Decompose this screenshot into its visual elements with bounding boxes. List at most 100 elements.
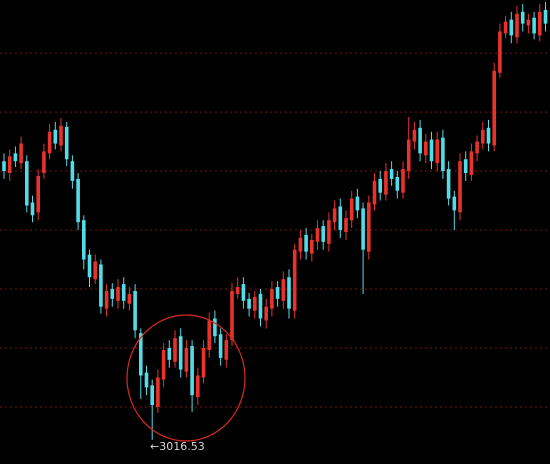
- candle-body: [281, 279, 286, 301]
- candle-body: [47, 131, 52, 154]
- candle-body: [520, 11, 525, 24]
- candle-body: [253, 296, 257, 311]
- candle-body: [87, 254, 92, 278]
- candle-body: [469, 151, 474, 175]
- candle-body: [298, 237, 303, 252]
- candle-body: [304, 234, 308, 252]
- candle-body: [42, 151, 46, 174]
- candle-body: [25, 161, 29, 206]
- candle-body: [59, 125, 63, 146]
- candle-body: [133, 290, 137, 331]
- candle-body: [384, 171, 388, 195]
- candle-body: [19, 143, 23, 164]
- candle-body: [64, 126, 69, 160]
- candle-body: [258, 293, 263, 319]
- candle-body: [230, 290, 234, 341]
- candle-body: [349, 198, 354, 221]
- candle-body: [418, 127, 422, 154]
- candle-body: [173, 338, 177, 362]
- candle-body: [218, 334, 223, 358]
- candle-body: [13, 153, 18, 162]
- candle-body: [270, 289, 274, 309]
- candle-body: [338, 206, 343, 231]
- candle-body: [424, 141, 428, 156]
- candle-body: [475, 141, 479, 154]
- candle-body: [378, 178, 382, 193]
- candle-body: [310, 239, 314, 254]
- candle-body: [446, 169, 451, 199]
- candle-body: [110, 289, 115, 299]
- candle-body: [401, 169, 405, 193]
- candle-body: [247, 298, 251, 309]
- candle-body: [287, 277, 291, 309]
- candle-body: [344, 218, 348, 232]
- candle-body: [36, 175, 40, 213]
- candle-body: [190, 346, 194, 396]
- candle-body: [486, 127, 491, 144]
- candle-body: [178, 336, 183, 370]
- candle-body: [127, 293, 132, 304]
- candle-body: [458, 161, 462, 213]
- candle-body: [184, 348, 189, 372]
- candle-body: [315, 228, 320, 242]
- candle-body: [196, 375, 200, 398]
- candle-body: [481, 129, 485, 144]
- candle-body: [139, 333, 143, 376]
- candle-body: [452, 196, 457, 211]
- candle-body: [406, 139, 411, 172]
- candle-body: [395, 176, 400, 191]
- candle-body: [7, 156, 12, 174]
- candle-body: [355, 196, 360, 211]
- candle-body: [156, 377, 160, 407]
- candle-body: [538, 11, 542, 36]
- candle-body: [332, 208, 337, 223]
- highlight-circle: [126, 314, 246, 442]
- candle-body: [76, 178, 80, 223]
- candle-body: [389, 169, 394, 179]
- candle-body: [543, 9, 548, 24]
- candle-body: [532, 17, 536, 34]
- candle-body: [167, 348, 172, 360]
- candle-body: [99, 264, 103, 307]
- candle-body: [213, 318, 217, 337]
- candle-body: [275, 287, 280, 299]
- candle-body: [372, 180, 377, 205]
- candle-body: [161, 349, 166, 380]
- candle-body: [235, 287, 240, 294]
- candle-body: [2, 161, 6, 172]
- candle-body: [121, 284, 126, 301]
- candle-body: [429, 139, 434, 162]
- candles: [2, 1, 548, 440]
- candle-body: [104, 290, 109, 309]
- candle-body: [361, 208, 365, 250]
- candle-body: [367, 202, 371, 252]
- candle-body: [144, 372, 149, 388]
- candle-body: [70, 161, 75, 181]
- candle-body: [150, 385, 154, 406]
- candle-body: [321, 226, 325, 242]
- candle-body: [241, 284, 246, 301]
- candle-body: [201, 348, 206, 378]
- candle-body: [327, 220, 331, 244]
- candle-body: [207, 320, 211, 350]
- candle-body: [509, 19, 514, 36]
- candle-body: [53, 129, 58, 144]
- candle-body: [82, 220, 86, 260]
- annotation: ←3016.53: [150, 440, 205, 453]
- candle-body: [503, 21, 508, 34]
- candle-body: [93, 261, 97, 280]
- candle-body: [30, 202, 35, 216]
- candle-body: [515, 13, 519, 38]
- candle-body: [264, 306, 268, 321]
- candle-body: [441, 137, 445, 172]
- candle-body: [463, 159, 468, 174]
- candle-body: [292, 249, 297, 311]
- candle-body: [435, 139, 439, 164]
- candle-body: [498, 31, 502, 73]
- candle-body: [526, 19, 531, 26]
- grid: [0, 52, 550, 408]
- candle-body: [492, 70, 496, 146]
- candle-body: [116, 287, 120, 301]
